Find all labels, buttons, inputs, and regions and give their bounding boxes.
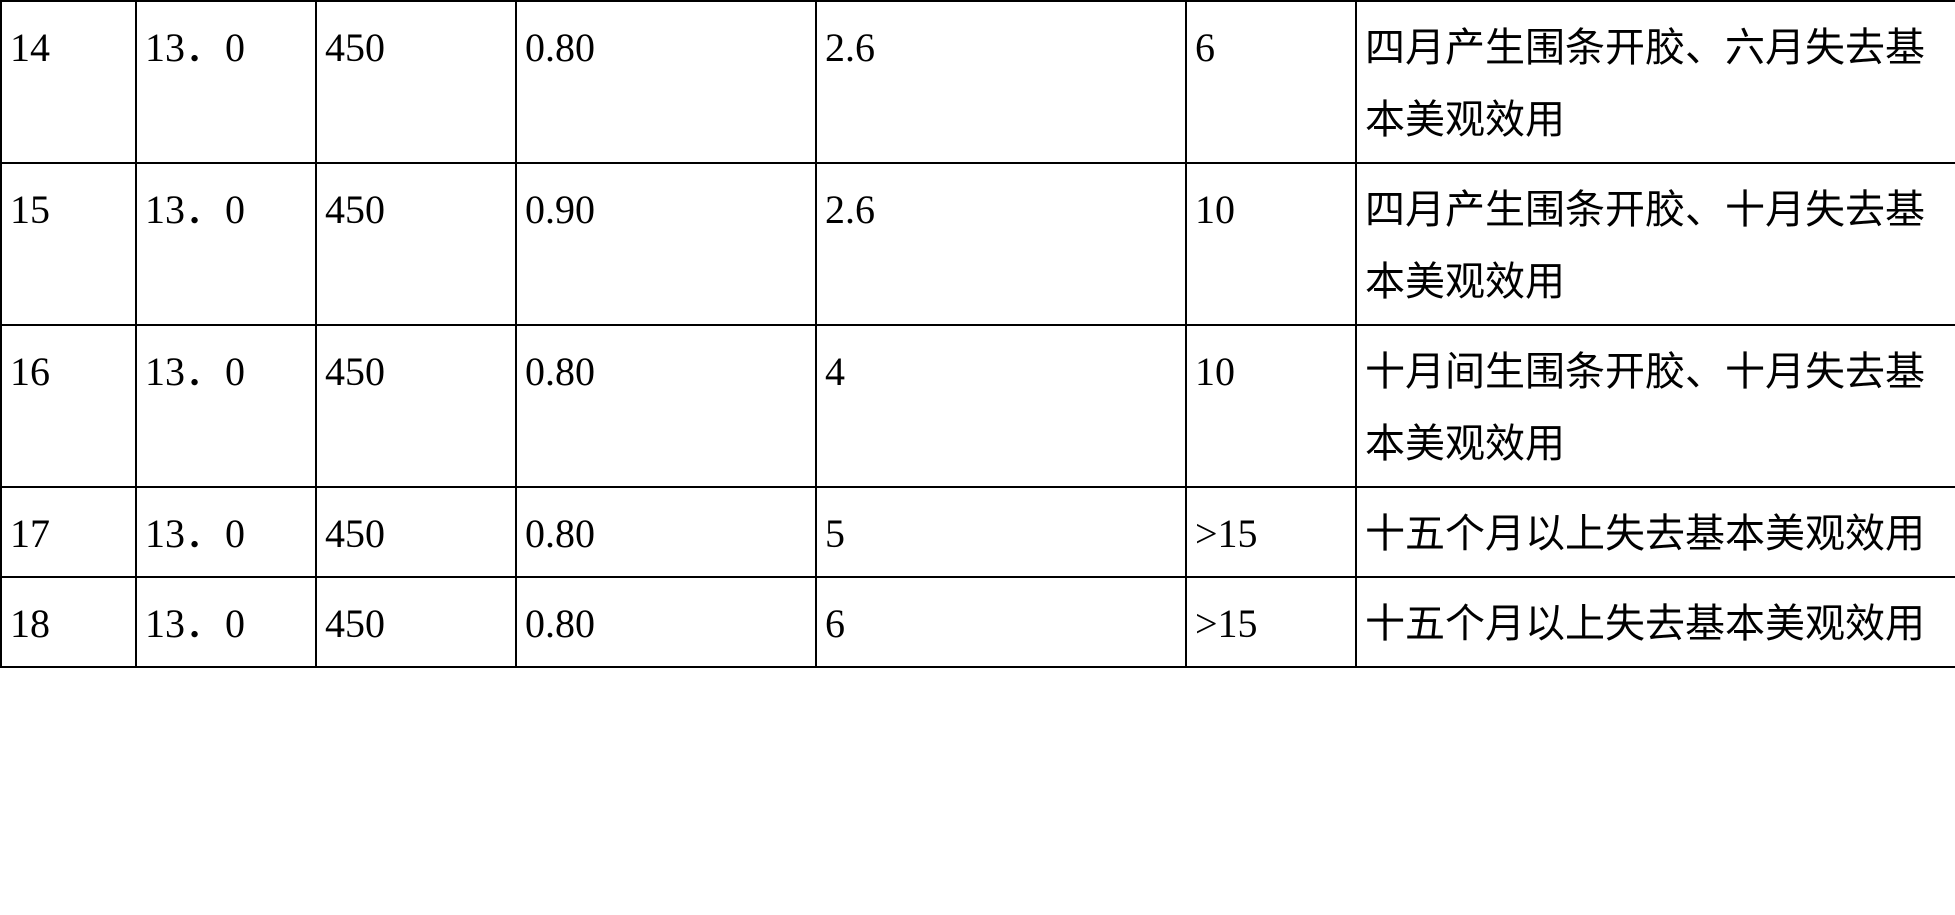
cell-col-5: >15 <box>1186 487 1356 577</box>
cell-col-2: 450 <box>316 163 516 325</box>
cell-col-4: 5 <box>816 487 1186 577</box>
cell-col-2: 450 <box>316 1 516 163</box>
cell-col-1: 13．0 <box>136 577 316 667</box>
cell-col-2: 450 <box>316 577 516 667</box>
cell-col-3: 0.80 <box>516 1 816 163</box>
table-row: 15 13．0 450 0.90 2.6 10 四月产生围条开胶、十月失去基本美… <box>1 163 1955 325</box>
cell-remark: 四月产生围条开胶、十月失去基本美观效用 <box>1356 163 1955 325</box>
cell-remark: 四月产生围条开胶、六月失去基本美观效用 <box>1356 1 1955 163</box>
table-row: 14 13．0 450 0.80 2.6 6 四月产生围条开胶、六月失去基本美观… <box>1 1 1955 163</box>
cell-remark: 十五个月以上失去基本美观效用 <box>1356 487 1955 577</box>
cell-index: 17 <box>1 487 136 577</box>
cell-remark: 十月间生围条开胶、十月失去基本美观效用 <box>1356 325 1955 487</box>
cell-remark: 十五个月以上失去基本美观效用 <box>1356 577 1955 667</box>
cell-col-1: 13．0 <box>136 325 316 487</box>
cell-col-2: 450 <box>316 325 516 487</box>
cell-col-5: 6 <box>1186 1 1356 163</box>
cell-col-5: 10 <box>1186 163 1356 325</box>
cell-index: 15 <box>1 163 136 325</box>
cell-col-1: 13．0 <box>136 487 316 577</box>
cell-col-4: 6 <box>816 577 1186 667</box>
cell-col-3: 0.90 <box>516 163 816 325</box>
cell-col-2: 450 <box>316 487 516 577</box>
cell-col-3: 0.80 <box>516 325 816 487</box>
cell-col-3: 0.80 <box>516 487 816 577</box>
cell-col-3: 0.80 <box>516 577 816 667</box>
data-table: 14 13．0 450 0.80 2.6 6 四月产生围条开胶、六月失去基本美观… <box>0 0 1955 668</box>
cell-col-1: 13．0 <box>136 163 316 325</box>
cell-col-4: 2.6 <box>816 163 1186 325</box>
cell-col-4: 4 <box>816 325 1186 487</box>
cell-col-5: >15 <box>1186 577 1356 667</box>
page-wrapper: 14 13．0 450 0.80 2.6 6 四月产生围条开胶、六月失去基本美观… <box>0 0 1955 915</box>
table-row: 17 13．0 450 0.80 5 >15 十五个月以上失去基本美观效用 <box>1 487 1955 577</box>
table-row: 16 13．0 450 0.80 4 10 十月间生围条开胶、十月失去基本美观效… <box>1 325 1955 487</box>
cell-col-5: 10 <box>1186 325 1356 487</box>
cell-index: 18 <box>1 577 136 667</box>
cell-col-1: 13．0 <box>136 1 316 163</box>
cell-index: 14 <box>1 1 136 163</box>
cell-index: 16 <box>1 325 136 487</box>
table-row: 18 13．0 450 0.80 6 >15 十五个月以上失去基本美观效用 <box>1 577 1955 667</box>
cell-col-4: 2.6 <box>816 1 1186 163</box>
